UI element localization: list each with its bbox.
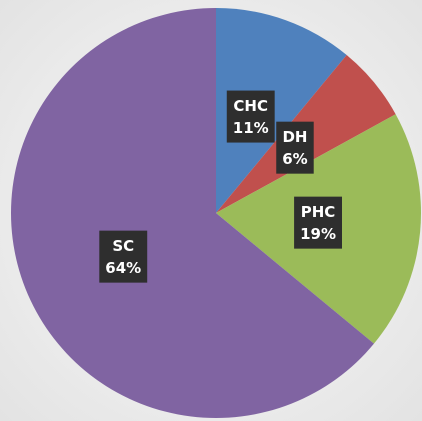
data-label: SC 64%	[99, 230, 148, 283]
data-label-value: 19%	[300, 225, 336, 243]
data-label-value: 11%	[233, 119, 269, 137]
pie-slice	[216, 8, 347, 213]
data-label-box	[99, 230, 148, 283]
data-label-box	[226, 90, 275, 143]
data-label-value: 64%	[105, 259, 141, 277]
data-label: PHC 19%	[294, 196, 342, 249]
data-label-category: DH	[282, 128, 307, 146]
data-label-box	[276, 121, 314, 174]
data-label-category: PHC	[301, 203, 336, 221]
data-label-category: SC	[112, 237, 134, 255]
data-label: DH 6%	[276, 121, 314, 174]
data-label-box	[294, 196, 342, 249]
data-label-value: 6%	[282, 150, 307, 168]
data-label: CHC 11%	[226, 90, 275, 143]
data-label-category: CHC	[233, 97, 268, 115]
pie-slice	[10, 8, 374, 418]
